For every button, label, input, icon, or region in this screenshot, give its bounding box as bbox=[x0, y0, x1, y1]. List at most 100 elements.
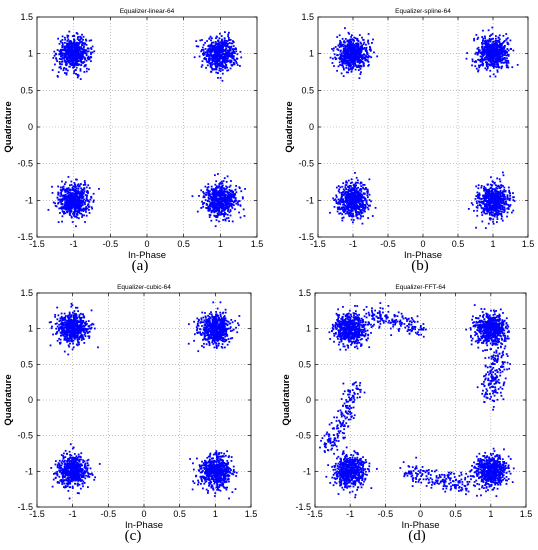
data-point bbox=[483, 58, 486, 60]
data-point bbox=[74, 208, 77, 211]
data-point bbox=[209, 59, 211, 61]
data-point bbox=[76, 76, 79, 79]
data-point bbox=[85, 196, 88, 198]
data-point bbox=[212, 56, 215, 59]
data-point bbox=[206, 64, 209, 67]
data-point bbox=[81, 54, 84, 57]
data-point bbox=[66, 57, 69, 60]
data-point bbox=[500, 186, 503, 189]
data-point bbox=[66, 192, 69, 195]
data-point bbox=[228, 53, 231, 56]
data-point bbox=[357, 65, 360, 68]
data-point bbox=[363, 56, 365, 59]
data-point bbox=[216, 42, 219, 45]
data-point bbox=[223, 37, 226, 40]
data-point bbox=[346, 195, 348, 197]
data-point bbox=[510, 211, 513, 214]
data-point bbox=[67, 188, 69, 190]
data-point bbox=[212, 45, 215, 48]
data-point bbox=[70, 200, 72, 203]
data-point bbox=[70, 62, 73, 65]
data-point bbox=[217, 51, 220, 54]
data-point bbox=[355, 56, 358, 59]
data-point bbox=[365, 43, 367, 46]
data-point bbox=[506, 57, 508, 60]
data-point bbox=[362, 207, 364, 209]
data-point bbox=[223, 177, 226, 180]
data-point bbox=[357, 181, 359, 184]
caption-b: (b) bbox=[411, 258, 429, 274]
data-point bbox=[506, 48, 509, 50]
data-point bbox=[354, 207, 357, 210]
data-point bbox=[356, 39, 359, 41]
data-point bbox=[61, 49, 64, 51]
data-point bbox=[359, 41, 362, 44]
data-point bbox=[350, 198, 353, 201]
data-point bbox=[67, 42, 70, 45]
data-point bbox=[84, 221, 86, 223]
data-point bbox=[484, 212, 487, 215]
data-point bbox=[61, 63, 63, 66]
data-point bbox=[219, 61, 222, 64]
data-point bbox=[225, 206, 227, 209]
data-point bbox=[85, 52, 88, 55]
data-point bbox=[496, 204, 499, 207]
data-point bbox=[368, 193, 371, 196]
data-point bbox=[91, 207, 94, 210]
data-point bbox=[477, 195, 480, 198]
data-point bbox=[225, 180, 228, 183]
y-tick-label: 0 bbox=[28, 122, 33, 132]
data-point bbox=[93, 50, 96, 53]
data-point bbox=[220, 210, 223, 213]
data-point bbox=[349, 40, 352, 42]
data-point bbox=[231, 57, 234, 59]
data-point bbox=[218, 204, 221, 206]
data-point bbox=[82, 207, 85, 210]
data-point bbox=[483, 53, 485, 56]
data-point bbox=[371, 215, 374, 217]
data-point bbox=[90, 196, 93, 199]
data-point bbox=[362, 54, 365, 56]
data-point bbox=[346, 204, 349, 206]
data-point bbox=[501, 65, 504, 68]
data-point bbox=[349, 197, 352, 200]
data-point bbox=[342, 188, 345, 191]
data-point bbox=[342, 48, 345, 50]
data-point bbox=[66, 36, 69, 39]
data-point bbox=[365, 187, 367, 189]
data-point bbox=[225, 203, 228, 206]
data-point bbox=[354, 37, 357, 40]
data-point bbox=[223, 56, 226, 59]
data-point bbox=[235, 50, 238, 53]
data-point bbox=[361, 61, 363, 63]
data-point bbox=[480, 41, 483, 44]
data-point bbox=[485, 202, 488, 205]
data-point bbox=[488, 188, 490, 191]
data-point bbox=[341, 62, 344, 65]
data-point bbox=[229, 49, 232, 52]
data-point bbox=[350, 41, 353, 43]
data-point bbox=[480, 197, 483, 200]
data-point bbox=[58, 57, 61, 60]
data-point bbox=[502, 46, 505, 48]
data-point bbox=[503, 195, 506, 197]
data-point bbox=[209, 214, 212, 217]
data-point bbox=[214, 194, 217, 197]
data-point bbox=[81, 51, 84, 54]
data-point bbox=[235, 199, 237, 202]
data-point bbox=[65, 68, 68, 71]
data-point bbox=[355, 189, 357, 192]
data-point bbox=[223, 196, 226, 199]
data-point bbox=[353, 60, 356, 63]
data-point bbox=[358, 212, 361, 215]
data-point bbox=[484, 189, 486, 192]
data-point bbox=[223, 39, 226, 42]
data-point bbox=[69, 342, 71, 345]
data-point bbox=[65, 319, 68, 322]
data-point bbox=[496, 177, 499, 180]
data-point bbox=[77, 52, 80, 55]
data-point bbox=[494, 65, 496, 68]
data-point bbox=[228, 205, 231, 207]
data-point bbox=[211, 206, 214, 209]
data-point bbox=[78, 63, 80, 66]
